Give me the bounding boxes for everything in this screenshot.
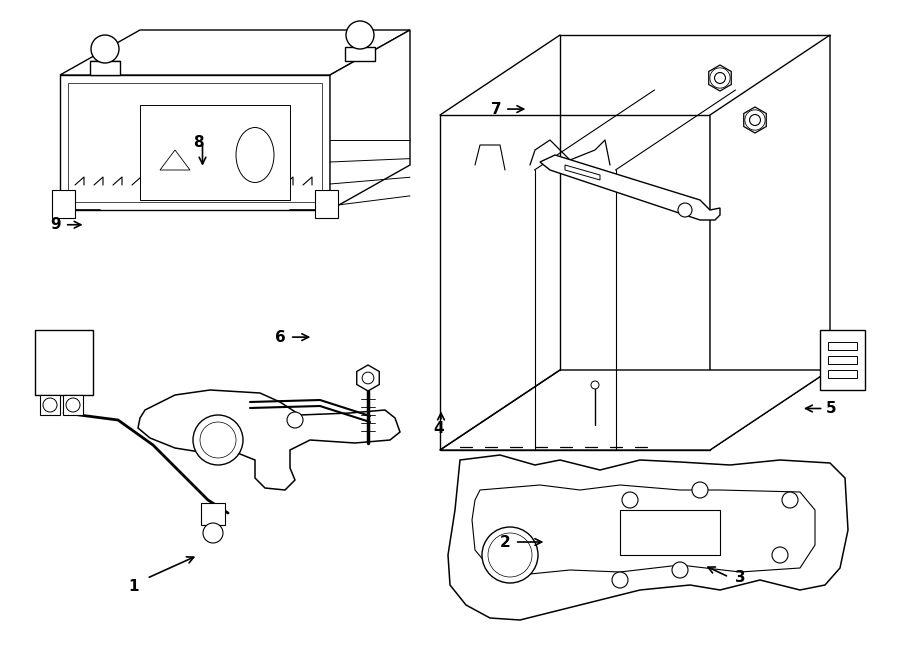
Polygon shape [743, 107, 766, 133]
Polygon shape [356, 365, 379, 391]
Polygon shape [448, 455, 848, 620]
Polygon shape [820, 330, 865, 390]
Polygon shape [330, 30, 410, 210]
Circle shape [346, 21, 374, 49]
Circle shape [672, 562, 688, 578]
Circle shape [91, 35, 119, 63]
Polygon shape [60, 75, 330, 210]
Text: 5: 5 [825, 401, 836, 416]
Text: 1: 1 [128, 580, 139, 594]
Circle shape [612, 572, 628, 588]
Circle shape [203, 523, 223, 543]
Polygon shape [540, 155, 720, 220]
Polygon shape [201, 503, 225, 525]
Circle shape [782, 492, 798, 508]
Circle shape [287, 412, 303, 428]
Polygon shape [828, 342, 857, 350]
Circle shape [692, 482, 708, 498]
Text: 7: 7 [491, 102, 501, 116]
Polygon shape [40, 395, 60, 415]
Circle shape [193, 415, 243, 465]
Circle shape [43, 398, 57, 412]
Circle shape [66, 398, 80, 412]
Text: 6: 6 [274, 330, 285, 344]
Circle shape [772, 547, 788, 563]
Text: 2: 2 [500, 535, 510, 549]
Polygon shape [828, 356, 857, 364]
Polygon shape [138, 390, 400, 490]
Circle shape [622, 492, 638, 508]
Polygon shape [472, 485, 815, 575]
Polygon shape [35, 330, 93, 395]
Text: 4: 4 [433, 421, 444, 436]
Circle shape [362, 372, 374, 384]
Circle shape [591, 381, 599, 389]
Polygon shape [620, 510, 720, 555]
Polygon shape [708, 65, 732, 91]
Circle shape [482, 527, 538, 583]
Polygon shape [52, 190, 75, 218]
Text: 9: 9 [50, 217, 61, 232]
Polygon shape [440, 370, 830, 450]
Circle shape [678, 203, 692, 217]
Polygon shape [315, 190, 338, 218]
Polygon shape [440, 115, 710, 450]
Circle shape [715, 73, 725, 83]
Polygon shape [828, 370, 857, 378]
Circle shape [750, 114, 760, 126]
Polygon shape [60, 30, 410, 75]
Polygon shape [345, 47, 375, 61]
Polygon shape [90, 61, 120, 75]
Polygon shape [63, 395, 83, 415]
Text: 8: 8 [193, 135, 203, 149]
Text: 3: 3 [735, 570, 746, 584]
Polygon shape [140, 105, 290, 200]
Polygon shape [710, 35, 830, 450]
Polygon shape [565, 165, 600, 180]
